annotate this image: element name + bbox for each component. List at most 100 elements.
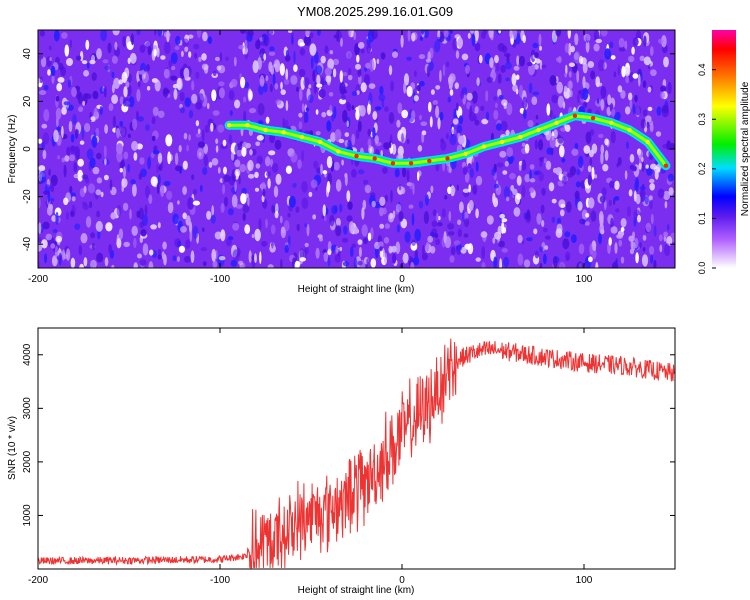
heatmap-noise-cell (195, 133, 202, 138)
heatmap-noise-cell (538, 172, 544, 182)
heatmap-noise-cell (111, 264, 115, 268)
heatmap-noise-cell (326, 120, 332, 132)
heatmap-noise-cell (613, 71, 617, 78)
heatmap-noise-cell (381, 248, 385, 261)
heatmap-noise-cell (358, 105, 366, 117)
heatmap-noise-cell (91, 54, 95, 63)
heatmap-noise-cell (320, 55, 326, 64)
heatmap-noise-cell (234, 99, 241, 109)
heatmap-noise-cell (346, 120, 350, 128)
heatmap-noise-cell (189, 229, 193, 242)
heatmap-noise-cell (38, 197, 41, 209)
heatmap-noise-cell (432, 209, 437, 217)
heatmap-noise-cell (388, 65, 393, 76)
heatmap-noise-cell (585, 212, 590, 218)
heatmap-noise-cell (55, 211, 59, 225)
heatmap-noise-cell (48, 168, 51, 176)
heatmap-noise-cell (51, 74, 55, 84)
heatmap-noise-cell (639, 55, 645, 61)
heatmap-noise-cell (403, 82, 407, 94)
heatmap-noise-cell (182, 160, 188, 170)
heatmap-noise-cell (586, 34, 590, 41)
heatmap-noise-cell (341, 94, 346, 101)
heatmap-noise-cell (505, 129, 510, 137)
heatmap-noise-cell (453, 108, 458, 121)
heatmap-noise-cell (299, 248, 305, 260)
heatmap-noise-cell (587, 61, 595, 68)
heatmap-noise-cell (245, 193, 249, 198)
heatmap-noise-cell (467, 32, 471, 39)
heatmap-noise-cell (57, 155, 61, 160)
heatmap-noise-cell (154, 30, 157, 36)
heatmap-noise-cell (353, 31, 356, 41)
heatmap-noise-cell (593, 43, 600, 52)
heatmap-noise-cell (663, 56, 669, 68)
snr-panel: -200 -100 0 100 1000 2000 3000 4000 Height of … (7, 327, 676, 596)
heatmap-noise-cell (82, 100, 86, 106)
heatmap-noise-cell (528, 63, 535, 76)
heatmap-noise-cell (668, 187, 674, 196)
heatmap-noise-cell (632, 73, 639, 79)
heatmap-noise-cell (618, 47, 626, 52)
heatmap-noise-cell (212, 260, 218, 268)
heatmap-noise-cell (112, 30, 120, 36)
heatmap-noise-cell (220, 202, 225, 213)
heatmap-noise-cell (326, 156, 333, 169)
heatmap-noise-cell (111, 55, 118, 64)
heatmap-noise-cell (181, 50, 184, 58)
heatmap-noise-cell (523, 259, 531, 268)
heatmap-noise-cell (42, 221, 50, 230)
heatmap-noise-cell (331, 114, 335, 122)
heatmap-noise-cell (47, 69, 51, 76)
heatmap-noise-cell (417, 171, 420, 181)
heatmap-noise-cell (643, 56, 651, 66)
heatmap-noise-cell (163, 31, 171, 38)
heatmap-noise-cell (641, 161, 645, 173)
snr-x-axis: -200 -100 0 100 (28, 328, 593, 586)
heatmap-noise-cell (379, 245, 383, 252)
heatmap-noise-cell (309, 32, 314, 39)
heatmap-noise-cell (418, 54, 426, 60)
heatmap-noise-cell (653, 225, 657, 237)
heatmap-noise-cell (282, 117, 285, 130)
heatmap-noise-cell (270, 83, 273, 93)
heatmap-noise-cell (507, 155, 514, 165)
heatmap-noise-cell (303, 34, 312, 47)
heatmap-noise-cell (71, 86, 77, 98)
heatmap-noise-cell (512, 188, 518, 196)
heatmap-noise-cell (483, 30, 487, 35)
heatmap-noise-cell (38, 242, 43, 252)
heatmap-noise-cell (609, 180, 615, 189)
heatmap-noise-cell (171, 65, 176, 71)
heatmap-noise-cell (240, 76, 246, 89)
heatmap-noise-cell (66, 146, 71, 156)
heatmap-noise-cell (258, 84, 264, 96)
heatmap-noise-cell (90, 259, 97, 268)
heatmap-noise-cell (529, 169, 532, 181)
heatmap-noise-cell (633, 217, 637, 227)
heatmap-noise-cell (456, 124, 463, 134)
heatmap-noise-cell (339, 246, 343, 252)
heatmap-noise-cell (648, 195, 653, 201)
heatmap-noise-cell (380, 52, 386, 60)
heatmap-noise-cell (247, 159, 254, 172)
heatmap-noise-cell (215, 145, 219, 153)
signal-track-point (281, 130, 286, 135)
heatmap-noise-cell (99, 86, 105, 94)
heatmap-x-label: Height of straight line (km) (298, 284, 415, 295)
heatmap-noise-cell (170, 75, 178, 81)
heatmap-noise-cell (257, 38, 261, 49)
heatmap-noise-cell (540, 204, 545, 214)
heatmap-noise-cell (478, 54, 483, 64)
heatmap-noise-cell (452, 38, 458, 51)
heatmap-noise-cell (464, 172, 470, 183)
heatmap-noise-cell (567, 80, 574, 90)
heatmap-noise-cell (446, 133, 449, 140)
heatmap-noise-cell (288, 234, 291, 248)
heatmap-noise-cell (396, 224, 401, 233)
heatmap-noise-cell (533, 64, 539, 70)
heatmap-noise-cell (376, 58, 380, 64)
heatmap-noise-cell (663, 190, 670, 201)
heatmap-noise-cell (55, 107, 62, 120)
heatmap-y-label: Frequency (Hz) (7, 115, 18, 184)
